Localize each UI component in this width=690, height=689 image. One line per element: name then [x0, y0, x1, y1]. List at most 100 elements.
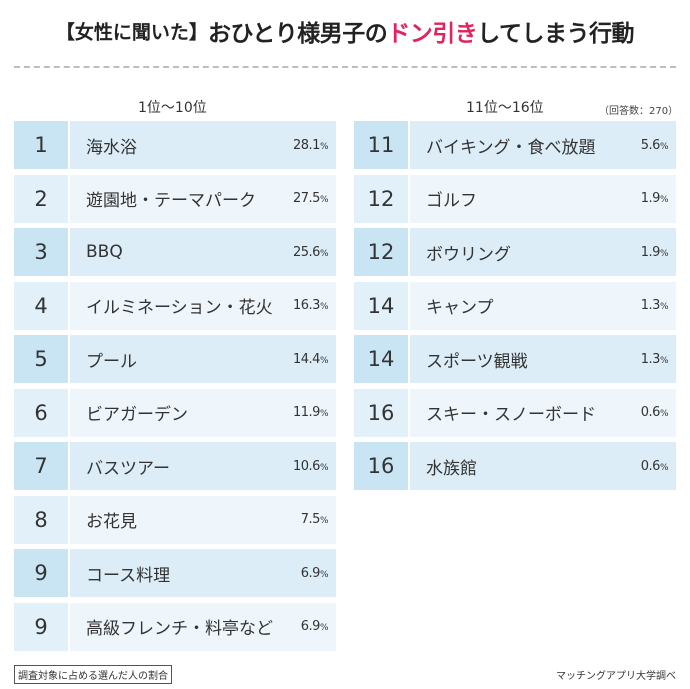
percentage-unit: %: [319, 141, 329, 152]
percentage-number: 5.6: [640, 137, 661, 153]
row-body: お花見 7.5%: [70, 495, 336, 544]
activity-label: ゴルフ: [426, 191, 477, 211]
percentage-value: 11.9%: [293, 405, 329, 420]
left-column-header: 1位〜10位: [138, 100, 207, 116]
row-body: スキー・スノーボード 0.6%: [410, 388, 676, 437]
rank-number: 8: [14, 495, 68, 544]
row-body: 水族館 0.6%: [410, 442, 676, 490]
row-body: 遊園地・テーマパーク 27.5%: [70, 174, 336, 223]
percentage-unit: %: [659, 141, 669, 152]
respondent-count: （回答数：270）: [599, 106, 679, 117]
percentage-value: 1.9%: [640, 244, 669, 260]
ranking-row: 3 BBQ 25.6%: [14, 228, 336, 276]
rank-number: 6: [14, 388, 68, 437]
ranking-row: 2 遊園地・テーマパーク 27.5%: [14, 174, 336, 223]
percentage-value: 16.3%: [293, 298, 329, 313]
activity-label: お花見: [86, 512, 137, 532]
percentage-number: 14.4: [292, 351, 320, 367]
right-column-header: 11位〜16位: [466, 100, 544, 116]
ranking-row: 11 バイキング・食べ放題 5.6%: [354, 121, 676, 169]
ranking-row: 5 プール 14.4%: [14, 335, 336, 383]
percentage-value: 1.3%: [640, 298, 669, 313]
percentage-value: 1.3%: [640, 351, 669, 367]
percentage-value: 0.6%: [641, 405, 669, 420]
activity-label: プール: [86, 351, 137, 372]
percentage-unit: %: [319, 569, 329, 580]
percentage-value: 0.6%: [640, 458, 669, 474]
rank-number: 5: [14, 335, 68, 383]
activity-label: 高級フレンチ・料亭など: [86, 619, 273, 639]
title-before: おひとり様男子の: [207, 21, 388, 47]
percentage-number: 28.1: [292, 137, 320, 153]
percentage-number: 6.9: [300, 565, 321, 581]
ranking-row: 14 キャンプ 1.3%: [354, 281, 676, 330]
rank-number: 9: [14, 602, 68, 651]
percentage-value: 28.1%: [292, 137, 329, 153]
percentage-number: 1.9: [640, 244, 661, 260]
activity-label: イルミネーション・花火: [86, 298, 273, 318]
ranking-row: 16 水族館 0.6%: [354, 442, 676, 490]
row-body: キャンプ 1.3%: [410, 281, 676, 330]
percentage-unit: %: [659, 195, 669, 205]
row-body: スポーツ観戦 1.3%: [410, 335, 676, 383]
ranking-row: 12 ゴルフ 1.9%: [354, 174, 676, 223]
activity-label: コース料理: [86, 565, 171, 586]
footer-note: 調査対象に占める選んだ人の割合: [14, 665, 172, 684]
ranking-row: 16 スキー・スノーボード 0.6%: [354, 388, 676, 437]
activity-label: BBQ: [86, 242, 123, 262]
percentage-unit: %: [659, 462, 669, 473]
ranking-row: 12 ボウリング 1.9%: [354, 228, 676, 276]
percentage-value: 6.9%: [300, 619, 329, 634]
row-body: 海水浴 28.1%: [70, 121, 336, 169]
footer-credit: マッチングアプリ大学調べ: [556, 671, 676, 682]
percentage-number: 7.5: [300, 512, 321, 527]
ranking-list-right: 11 バイキング・食べ放題 5.6% 12 ゴルフ 1.9% 12 ボウリング 1.9% 14 キャ…: [354, 121, 676, 496]
percentage-unit: %: [319, 355, 329, 366]
rank-number: 14: [354, 335, 408, 383]
ranking-row: 14 スポーツ観戦 1.3%: [354, 335, 676, 383]
percentage-number: 1.3: [640, 298, 661, 313]
activity-label: スポーツ観戦: [426, 351, 528, 372]
percentage-unit: %: [319, 516, 329, 526]
rank-number: 11: [354, 121, 408, 169]
percentage-unit: %: [659, 248, 669, 259]
ranking-row: 6 ビアガーデン 11.9%: [14, 388, 336, 437]
activity-label: キャンプ: [426, 298, 494, 318]
activity-label: 遊園地・テーマパーク: [86, 191, 256, 211]
activity-label: ビアガーデン: [86, 405, 188, 425]
rank-number: 12: [354, 228, 408, 276]
percentage-unit: %: [659, 302, 669, 312]
percentage-value: 6.9%: [300, 565, 329, 581]
percentage-number: 27.5: [292, 191, 320, 206]
activity-label: バスツアー: [86, 458, 170, 479]
percentage-unit: %: [319, 195, 329, 205]
percentage-unit: %: [659, 409, 669, 419]
activity-label: ボウリング: [426, 244, 511, 265]
activity-label: 海水浴: [86, 137, 137, 158]
ranking-row: 8 お花見 7.5%: [14, 495, 336, 544]
row-body: コース料理 6.9%: [70, 549, 336, 597]
percentage-value: 5.6%: [640, 137, 669, 153]
ranking-list-left: 1 海水浴 28.1% 2 遊園地・テーマパーク 27.5% 3 BBQ 25.6% 4 イルミネー…: [14, 121, 336, 656]
title-accent: ドン引き: [387, 21, 478, 47]
percentage-unit: %: [319, 462, 329, 473]
percentage-number: 0.6: [640, 458, 661, 474]
row-body: バスツアー 10.6%: [70, 442, 336, 490]
percentage-number: 25.6: [292, 244, 320, 260]
ranking-row: 9 高級フレンチ・料亭など 6.9%: [14, 602, 336, 651]
percentage-value: 7.5%: [300, 512, 329, 527]
row-body: バイキング・食べ放題 5.6%: [410, 121, 676, 169]
percentage-number: 6.9: [300, 619, 321, 634]
page-title: 【女性に聞いた】おひとり様男子のドン引きしてしまう行動: [0, 14, 690, 58]
percentage-number: 10.6: [292, 458, 320, 474]
percentage-value: 25.6%: [292, 244, 329, 260]
activity-label: バイキング・食べ放題: [426, 137, 596, 158]
rank-number: 2: [14, 174, 68, 223]
title-main: おひとり様男子のドン引きしてしまう行動: [207, 21, 635, 47]
title-after: してしまう行動: [477, 21, 635, 47]
percentage-number: 1.3: [640, 351, 661, 367]
rank-number: 3: [14, 228, 68, 276]
percentage-unit: %: [319, 248, 329, 259]
row-body: ボウリング 1.9%: [410, 228, 676, 276]
percentage-unit: %: [659, 355, 669, 366]
